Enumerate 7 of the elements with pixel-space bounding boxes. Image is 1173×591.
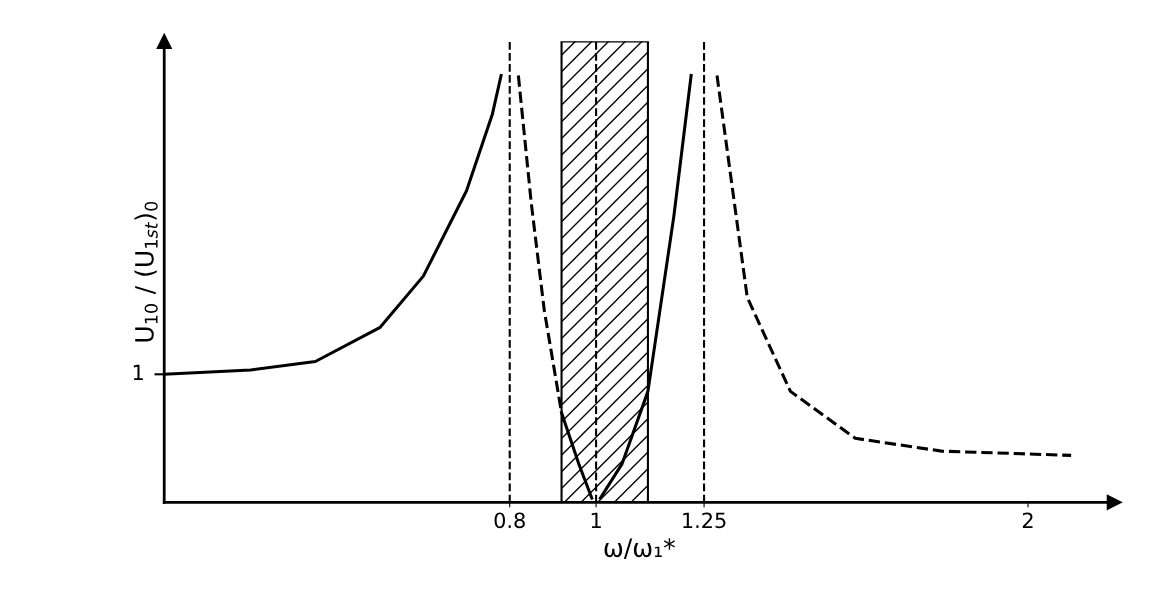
y-axis-title: U$_{10}$ / (U$_{1st}$)$_{0}$: [134, 201, 158, 342]
x-tick-label: 0.8: [494, 512, 525, 529]
x-tick-label: 1.25: [683, 512, 726, 529]
x-tick-label: 2: [1022, 512, 1033, 528]
x-tick-label: 1: [591, 512, 601, 528]
annotation: 1: [133, 364, 143, 381]
x-axis-title: ω/ω₁*: [604, 538, 675, 560]
